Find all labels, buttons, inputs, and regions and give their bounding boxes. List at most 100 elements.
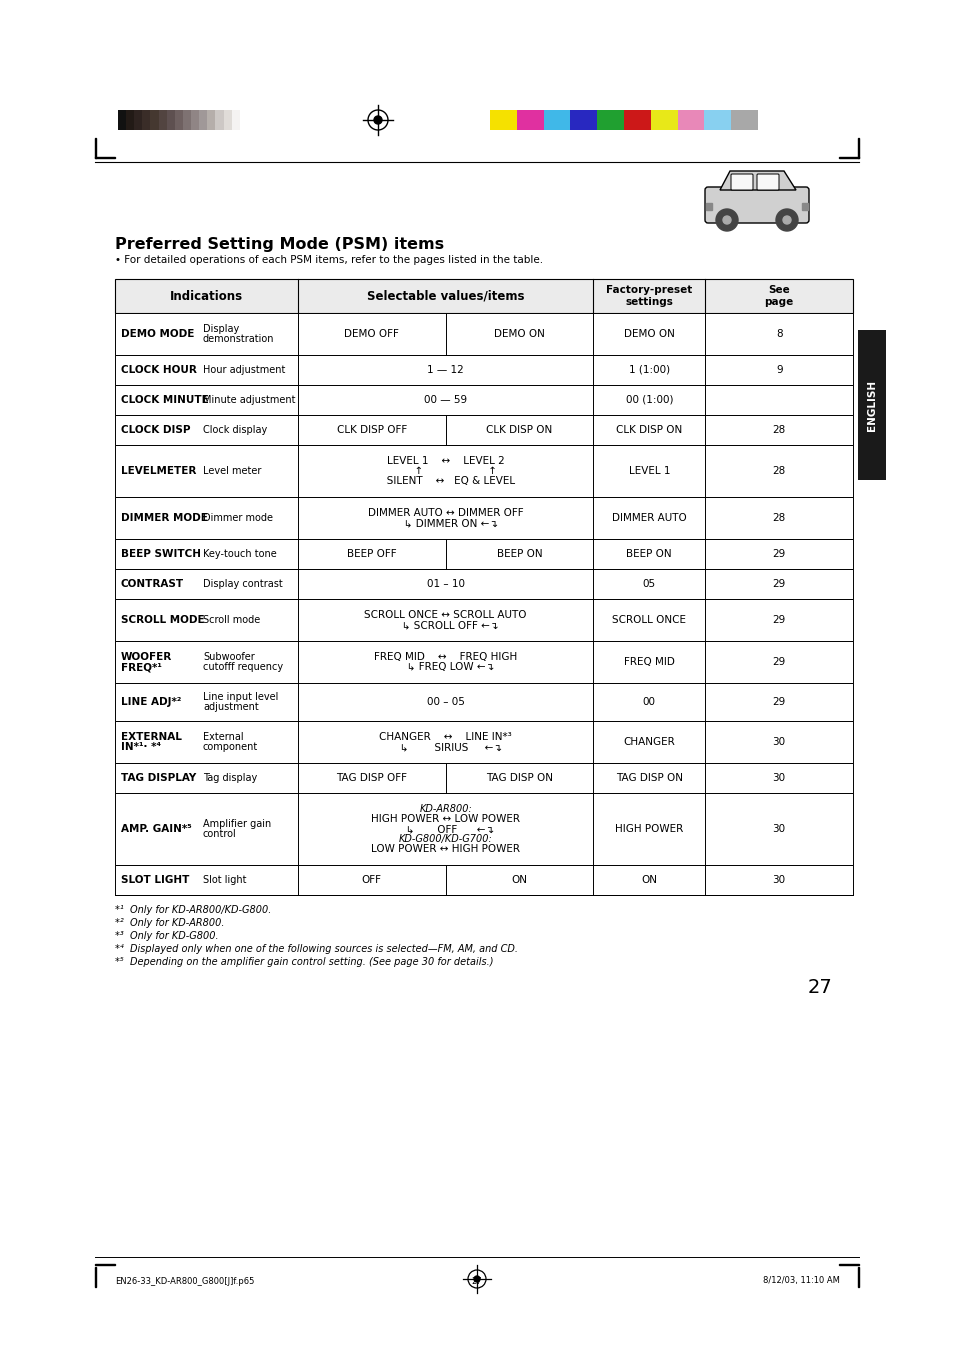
Text: Tag display: Tag display [203,773,257,784]
Text: 27: 27 [471,1277,482,1286]
Text: LEVELMETER: LEVELMETER [121,466,196,476]
Text: KD-G800/KD-G700:: KD-G800/KD-G700: [398,834,492,844]
Bar [115,415,852,444]
Text: ENGLISH: ENGLISH [866,380,876,431]
Text: HIGH POWER ↔ LOW POWER: HIGH POWER ↔ LOW POWER [371,815,519,824]
FancyBboxPatch shape [757,174,779,190]
Bar [115,313,852,355]
Text: BEEP SWITCH: BEEP SWITCH [121,549,201,559]
Bar [232,109,239,130]
Text: Slot light: Slot light [203,875,246,885]
Bar [215,109,223,130]
Text: LOW POWER ↔ HIGH POWER: LOW POWER ↔ HIGH POWER [371,844,519,854]
Text: ↑                    ↑: ↑ ↑ [395,466,497,476]
Text: 29: 29 [772,697,785,707]
Text: 1 — 12: 1 — 12 [427,365,463,376]
Text: LINE ADJ*²: LINE ADJ*² [121,697,181,707]
Bar [115,444,852,497]
Text: AMP. GAIN*⁵: AMP. GAIN*⁵ [121,824,192,834]
Text: TAG DISPLAY: TAG DISPLAY [121,773,196,784]
Text: 30: 30 [772,773,785,784]
Text: TAG DISP OFF: TAG DISP OFF [336,773,407,784]
Bar [207,109,215,130]
Text: Amplifier gain: Amplifier gain [203,819,271,830]
Bar [115,865,852,894]
Text: 9: 9 [775,365,781,376]
Text: demonstration: demonstration [203,334,274,345]
Text: FREQ*¹: FREQ*¹ [121,662,162,671]
Bar [174,109,183,130]
Text: 8/12/03, 11:10 AM: 8/12/03, 11:10 AM [762,1277,840,1286]
Text: LEVEL 1    ↔    LEVEL 2: LEVEL 1 ↔ LEVEL 2 [386,457,504,466]
Bar [115,763,852,793]
Text: TAG DISP ON: TAG DISP ON [616,773,682,784]
Text: ↳       OFF      ←↴: ↳ OFF ←↴ [396,824,495,834]
Text: 27: 27 [807,978,832,997]
Text: WOOFER: WOOFER [121,653,172,662]
Text: CLOCK DISP: CLOCK DISP [121,426,191,435]
Text: Subwoofer: Subwoofer [203,653,254,662]
Text: SCROLL MODE: SCROLL MODE [121,615,204,626]
Text: 29: 29 [772,615,785,626]
Bar [115,497,852,539]
Bar [623,109,650,130]
Bar [191,109,199,130]
Text: 30: 30 [772,875,785,885]
Text: DIMMER MODE: DIMMER MODE [121,513,208,523]
Text: *⁴  Displayed only when one of the following sources is selected—FM, AM, and CD.: *⁴ Displayed only when one of the follow… [115,944,517,954]
Text: FREQ MID: FREQ MID [623,657,674,667]
Text: *⁵  Depending on the amplifier gain control setting. (See page 30 for details.): *⁵ Depending on the amplifier gain contr… [115,957,493,967]
Text: component: component [203,742,258,753]
Text: 28: 28 [772,466,785,476]
Bar [95,138,96,158]
Text: Dimmer mode: Dimmer mode [203,513,273,523]
Text: CONTRAST: CONTRAST [121,580,184,589]
Text: Hour adjustment: Hour adjustment [203,365,285,376]
Text: 30: 30 [772,738,785,747]
Bar [115,280,852,313]
Text: 05: 05 [642,580,655,589]
Text: 28: 28 [772,426,785,435]
Text: Selectable values/items: Selectable values/items [367,289,524,303]
Text: ↳        SIRIUS     ←↴: ↳ SIRIUS ←↴ [389,742,501,753]
Text: Factory-preset
settings: Factory-preset settings [605,285,692,307]
Bar [223,109,232,130]
Text: cutofff requency: cutofff requency [203,662,283,671]
Text: CHANGER    ↔    LINE IN*³: CHANGER ↔ LINE IN*³ [379,732,512,742]
Text: 1 (1:00): 1 (1:00) [628,365,669,376]
Bar [650,109,677,130]
Text: KD-AR800:: KD-AR800: [418,804,472,815]
Text: DEMO ON: DEMO ON [494,330,544,339]
Text: Display contrast: Display contrast [203,580,282,589]
Bar [95,1267,96,1288]
Circle shape [474,1275,479,1282]
Bar [677,109,703,130]
Text: ↳ SCROLL OFF ←↴: ↳ SCROLL OFF ←↴ [392,620,498,630]
Text: CLK DISP ON: CLK DISP ON [616,426,681,435]
Text: DEMO ON: DEMO ON [623,330,674,339]
Bar [597,109,623,130]
Text: control: control [203,830,236,839]
Text: Key-touch tone: Key-touch tone [203,549,276,559]
Bar [118,109,126,130]
Bar [490,109,517,130]
Text: OFF: OFF [361,875,381,885]
Text: HIGH POWER: HIGH POWER [615,824,682,834]
Bar [857,138,858,158]
Text: *²  Only for KD-AR800.: *² Only for KD-AR800. [115,917,224,928]
Text: Level meter: Level meter [203,466,261,476]
Text: EXTERNAL: EXTERNAL [121,732,182,742]
Bar [517,109,543,130]
Bar [151,109,158,130]
Bar [115,793,852,865]
Bar [115,684,852,721]
Bar [705,203,711,209]
Text: External: External [203,732,243,742]
Text: LEVEL 1: LEVEL 1 [628,466,669,476]
Bar [183,109,191,130]
Text: 8: 8 [775,330,781,339]
Circle shape [775,209,797,231]
Text: 30: 30 [772,824,785,834]
Bar [115,355,852,385]
Text: 01 – 10: 01 – 10 [426,580,464,589]
